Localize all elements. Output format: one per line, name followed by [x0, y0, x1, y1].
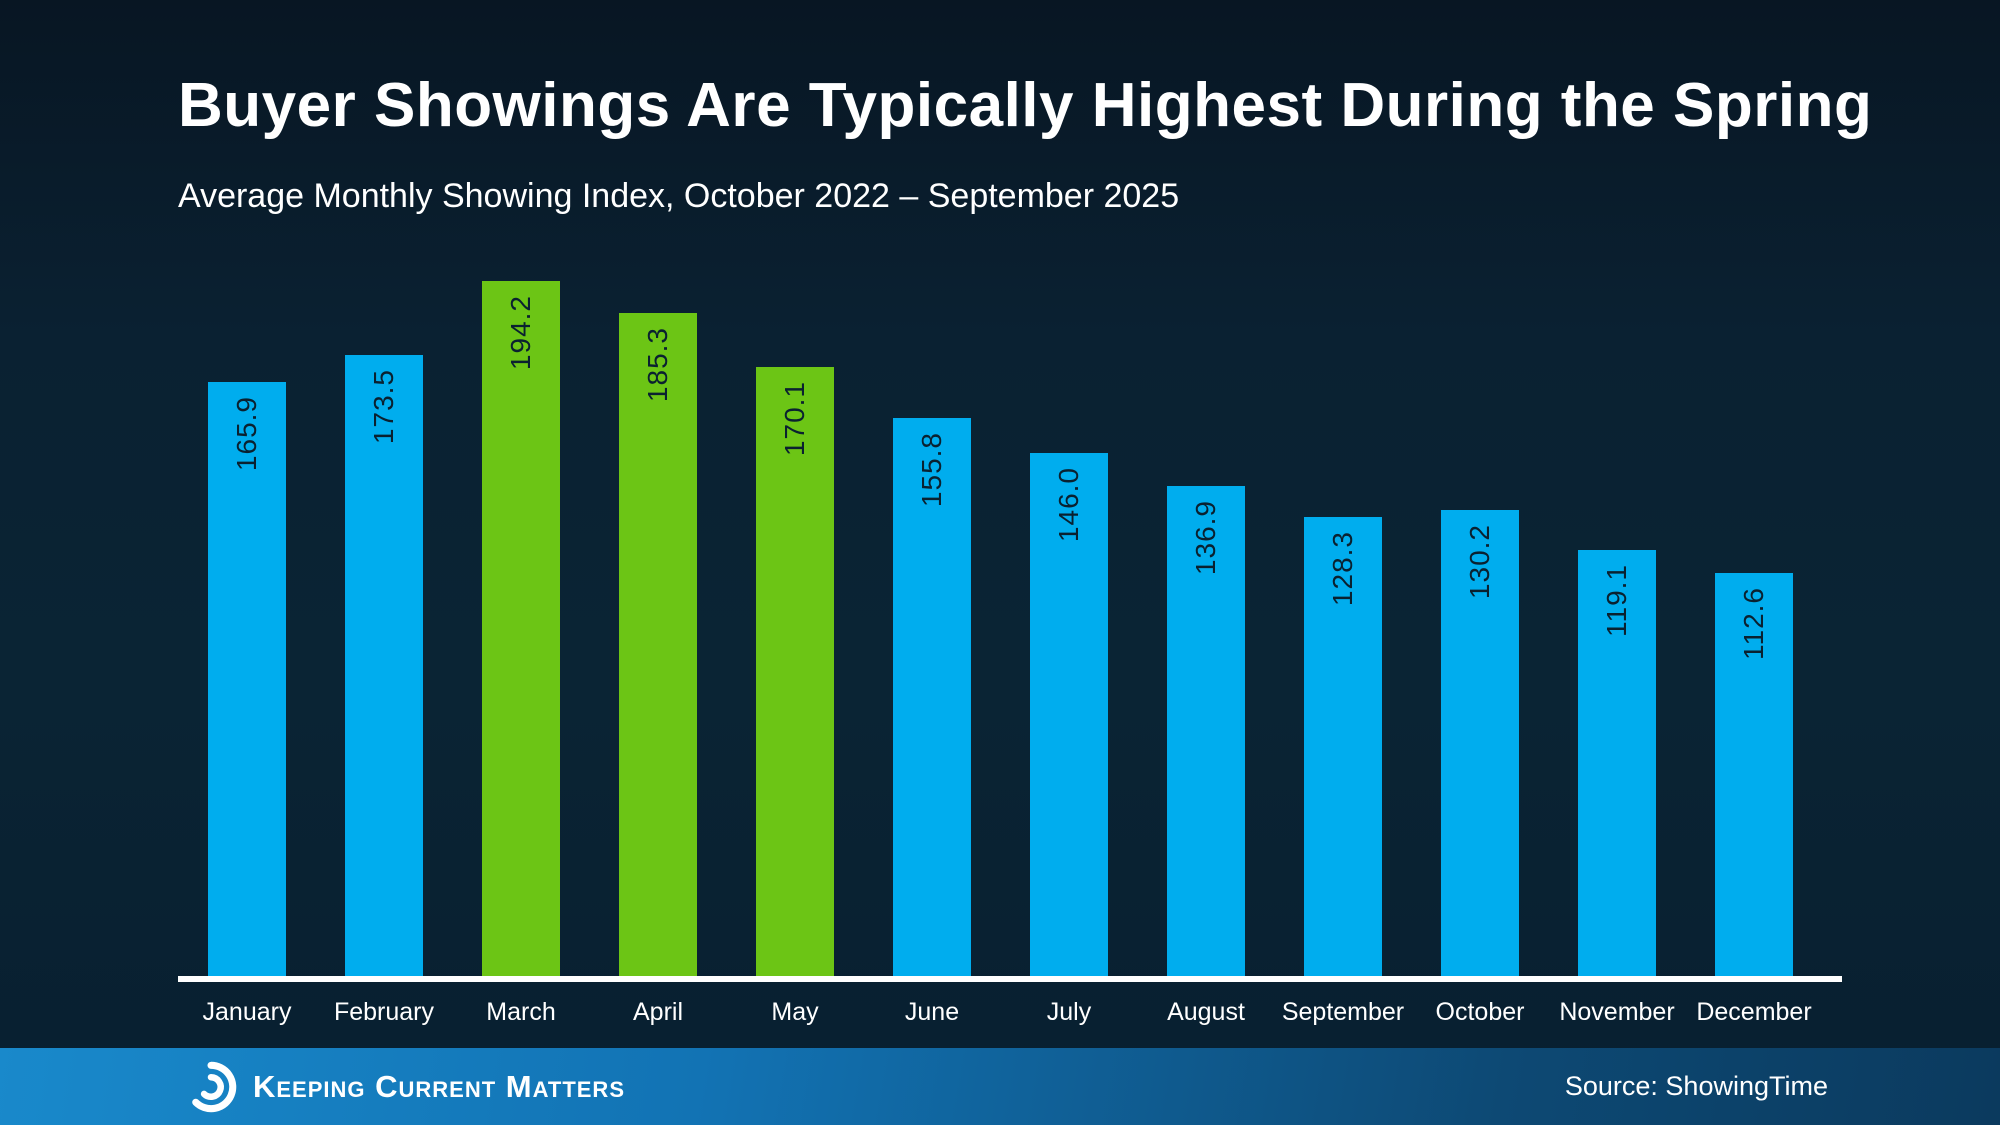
bar-value-label: 185.3	[642, 327, 673, 403]
x-axis-line	[178, 976, 1842, 982]
bar-value-label: 146.0	[1053, 467, 1084, 543]
x-axis-label-december: December	[1696, 998, 1812, 1026]
footer-bar: Keeping Current Matters Source: ShowingT…	[0, 1048, 2000, 1125]
bar-value-label: 173.5	[368, 369, 399, 445]
kcm-swirl-icon	[192, 1061, 237, 1112]
x-axis-label-september: September	[1281, 998, 1405, 1026]
bar-march: 194.2	[482, 281, 560, 976]
bar-february: 173.5	[345, 355, 423, 976]
bar-value-label: 119.1	[1601, 564, 1632, 637]
bar-april: 185.3	[619, 313, 697, 976]
x-axis-label-may: May	[771, 998, 819, 1026]
x-axis-label-march: March	[486, 998, 556, 1026]
source-attribution: Source: ShowingTime	[1564, 1071, 1828, 1101]
page-subtitle: Average Monthly Showing Index, October 2…	[178, 177, 1180, 215]
bar-january: 165.9	[208, 382, 286, 976]
bar-may: 170.1	[756, 367, 834, 976]
bar-december: 112.6	[1715, 573, 1793, 976]
bar-value-label: 128.3	[1327, 531, 1358, 607]
page-title: Buyer Showings Are Typically Highest Dur…	[178, 71, 1873, 140]
bar-value-label: 130.2	[1464, 524, 1495, 600]
x-axis-label-june: June	[904, 998, 960, 1026]
x-axis-label-november: November	[1559, 998, 1675, 1026]
bar-november: 119.1	[1578, 550, 1656, 976]
x-axis-label-april: April	[632, 998, 683, 1026]
brand-name: Keeping Current Matters	[253, 1068, 625, 1104]
bar-value-label: 155.8	[916, 432, 947, 508]
bar-value-label: 194.2	[505, 295, 536, 371]
bar-value-label: 165.9	[231, 396, 262, 472]
bar-june: 155.8	[893, 418, 971, 976]
brand-lockup: Keeping Current Matters	[185, 1048, 625, 1125]
bar-value-label: 136.9	[1190, 500, 1221, 576]
bar-september: 128.3	[1304, 517, 1382, 976]
bar-value-label: 170.1	[779, 381, 810, 457]
x-axis-label-january: January	[202, 998, 292, 1026]
bar-august: 136.9	[1167, 486, 1245, 976]
x-axis-label-february: February	[333, 998, 435, 1026]
bar-chart: 165.9 January 173.5 February 194.2 March 185.3…	[178, 0, 1842, 1125]
x-axis-label-october: October	[1435, 998, 1525, 1026]
x-axis-label-august: August	[1167, 998, 1245, 1026]
x-axis-label-july: July	[1046, 998, 1092, 1026]
bar-value-label: 112.6	[1738, 587, 1769, 660]
bar-july: 146.0	[1030, 453, 1108, 976]
bar-october: 130.2	[1441, 510, 1519, 976]
